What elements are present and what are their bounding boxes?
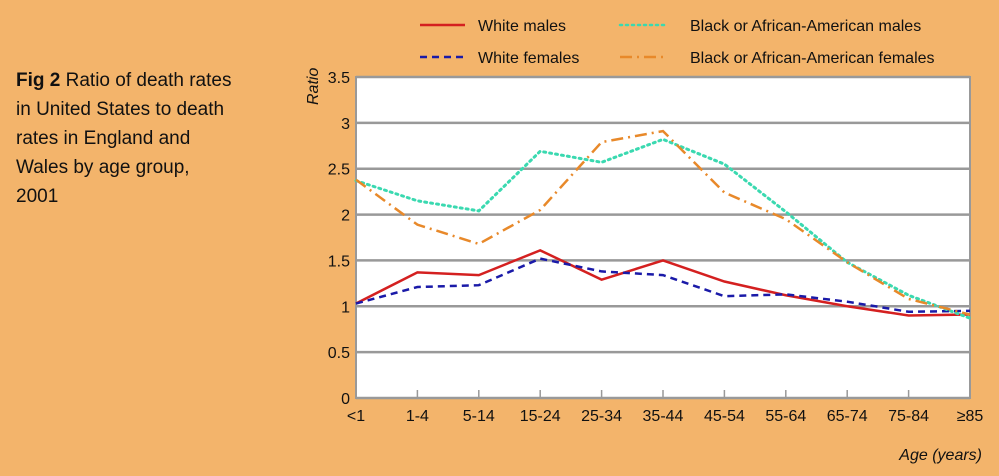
- series-line-white-males: [355, 248, 971, 317]
- x-tick-label: ≥85: [957, 408, 984, 425]
- x-tick-label: 45-54: [704, 408, 745, 425]
- x-tick-label: 65-74: [827, 408, 868, 425]
- x-tick-label: 55-64: [765, 408, 806, 425]
- y-axis-label: Ratio: [305, 68, 322, 105]
- figure-caption: Fig 2 Ratio of death rates in United Sta…: [16, 66, 236, 211]
- y-tick-label: 2: [341, 208, 350, 225]
- plot-area: [355, 76, 971, 399]
- y-tick-label: 0: [341, 391, 350, 408]
- y-tick-label: 3.5: [328, 70, 350, 87]
- y-tick-label: 3: [341, 116, 350, 133]
- y-tick-label: 2.5: [328, 162, 350, 179]
- y-tick-label: 1: [341, 299, 350, 316]
- x-tick-label: 5-14: [463, 408, 495, 425]
- x-tick-label: 75-84: [888, 408, 929, 425]
- y-tick-label: 1.5: [328, 253, 350, 270]
- x-tick-label: 15-24: [520, 408, 561, 425]
- series-line-black-or-african-american-males: [354, 137, 972, 320]
- legend-label: White females: [478, 50, 579, 67]
- x-tick-label: 1-4: [406, 408, 429, 425]
- x-axis-label: Age (years): [898, 447, 982, 464]
- figure-label: Fig 2: [16, 70, 61, 91]
- figure-caption-text: Ratio of death rates in United States to…: [16, 70, 232, 207]
- legend-label: Black or African-American females: [690, 50, 935, 67]
- legend-label: Black or African-American males: [690, 18, 921, 35]
- x-tick-label: 35-44: [643, 408, 684, 425]
- legend-label: White males: [478, 18, 566, 35]
- series-line-black-or-african-american-females: [355, 129, 971, 316]
- x-tick-label: 25-34: [581, 408, 622, 425]
- x-tick-label: <1: [347, 408, 365, 425]
- y-tick-label: 0.5: [328, 345, 350, 362]
- series-line-white-females: [355, 257, 971, 314]
